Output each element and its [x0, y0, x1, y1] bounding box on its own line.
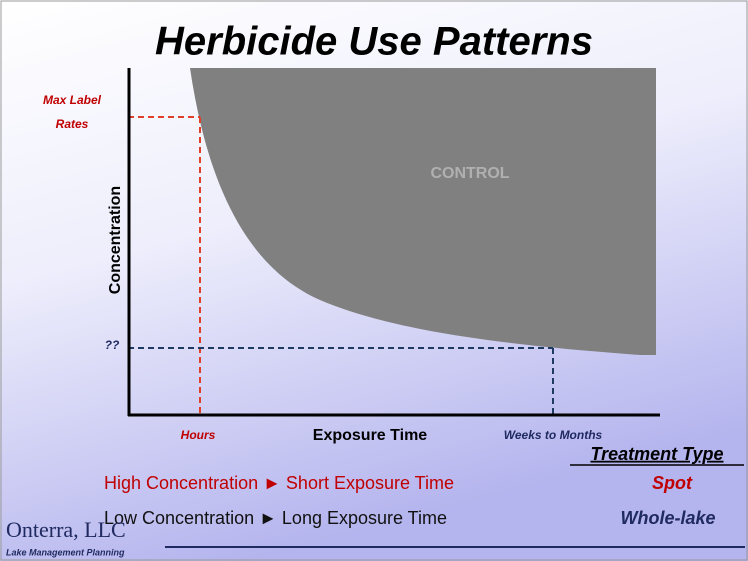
x-marker: Weeks to Months [504, 428, 603, 442]
title: Herbicide Use Patterns [155, 20, 593, 64]
region-label: CONTROL [430, 165, 509, 182]
row-right: Short Exposure Time [286, 473, 454, 493]
x-marker: Hours [181, 428, 216, 442]
row-type: Spot [652, 473, 693, 493]
row-left: High Concentration [104, 473, 258, 493]
row-right: Long Exposure Time [282, 508, 447, 528]
legend-row: High Concentration ► Short Exposure Time [104, 473, 454, 493]
row-left: Low Concentration [104, 508, 254, 528]
legend-row: Low Concentration ► Long Exposure Time [104, 508, 447, 528]
control-region [190, 68, 656, 355]
x-label: Exposure Time [313, 427, 428, 444]
y-marker: ?? [105, 338, 120, 352]
row-type: Whole-lake [620, 508, 715, 528]
y-marker: Max Label [43, 93, 102, 107]
y-label: Concentration [107, 186, 124, 294]
logo-tagline: Lake Management Planning [6, 547, 125, 557]
y-marker: Rates [56, 117, 89, 131]
logo-name: Onterra, LLC [6, 517, 126, 542]
legend-heading: Treatment Type [590, 444, 723, 464]
